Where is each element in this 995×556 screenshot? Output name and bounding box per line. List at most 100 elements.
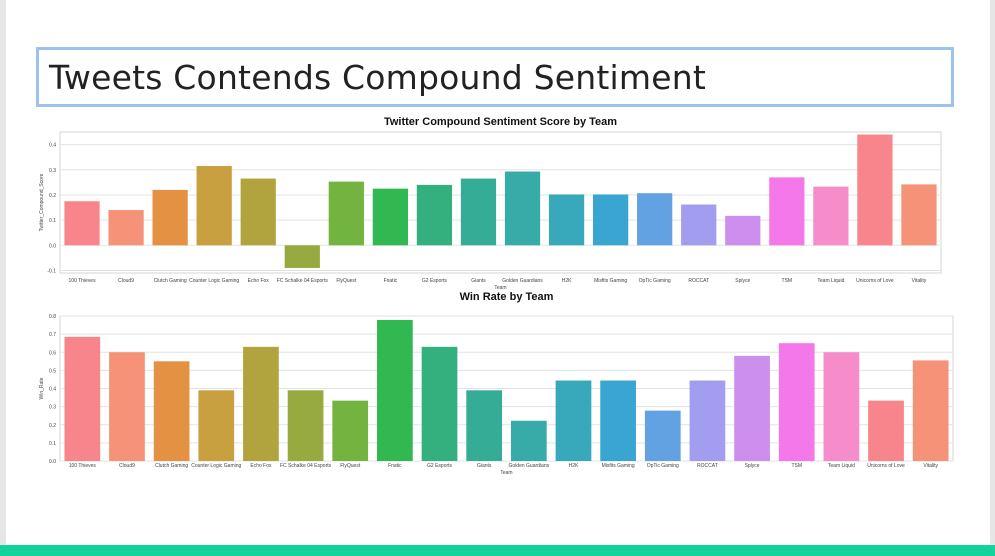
bar-splyce	[725, 215, 761, 246]
x-tick-label: Vitality	[912, 278, 927, 284]
x-tick-label: Golden Guardians	[509, 463, 550, 469]
bar-echo-fox	[240, 178, 276, 246]
y-tick-label: 0.6	[49, 350, 56, 356]
bar-vitality	[901, 184, 937, 246]
bar-unicorns-of-love	[857, 134, 893, 246]
y-tick-label: 0.7	[49, 332, 56, 338]
x-tick-label: TSM	[791, 463, 802, 469]
x-axis-label: Team	[494, 285, 506, 291]
bar-misfits-gaming	[600, 380, 636, 461]
bottom-accent-bar	[0, 545, 995, 556]
y-axis-label: Twitter_Compound_Score	[39, 173, 45, 231]
x-tick-label: 100 Thieves	[69, 463, 97, 469]
bar-golden-guardians	[504, 171, 541, 246]
x-tick-label: Splyce	[735, 278, 750, 284]
y-tick-label: 0.3	[49, 168, 56, 174]
bar-golden-guardians	[510, 420, 547, 461]
bar-tsm	[769, 177, 805, 246]
bar-clutch-gaming	[153, 361, 190, 461]
x-tick-label: FC Schalke 04 Esports	[277, 278, 329, 284]
x-axis-label: Team	[500, 470, 512, 476]
bar-fnatic	[372, 188, 408, 246]
x-tick-label: Echo Fox	[250, 463, 272, 469]
x-tick-label: 100 Thieves	[68, 278, 96, 284]
bar-flyquest	[328, 181, 364, 246]
y-tick-label: 0.4	[49, 143, 56, 149]
x-tick-label: H2K	[569, 463, 579, 469]
bar-counter-logic-gaming	[198, 390, 235, 461]
y-tick-label: 0.4	[49, 387, 56, 393]
bar-fnatic	[377, 319, 413, 461]
y-tick-label: 0.0	[49, 459, 56, 465]
chart-title: Win Rate by Team	[460, 291, 554, 303]
x-tick-label: Cloud9	[119, 463, 135, 469]
x-tick-label: G2 Esports	[427, 463, 453, 469]
x-tick-label: Giants	[471, 278, 486, 284]
x-tick-label: OpTic Gaming	[647, 463, 679, 469]
x-tick-label: TSM	[782, 278, 793, 284]
bar-team-liquid	[823, 352, 860, 461]
y-tick-label: 0.2	[49, 193, 56, 199]
slide-title: Tweets Contends Compound Sentiment	[49, 58, 707, 97]
bar-optic-gaming	[637, 193, 673, 246]
x-tick-label: Vitality	[923, 463, 938, 469]
y-tick-label: 0.1	[49, 441, 56, 447]
bar-echo-fox	[243, 346, 279, 461]
x-tick-label: FlyQuest	[336, 278, 357, 284]
bar-fc-schalke-04-esports	[287, 390, 324, 461]
x-tick-label: OpTic Gaming	[639, 278, 671, 284]
bar-counter-logic-gaming	[196, 165, 232, 246]
bar-vitality	[912, 360, 949, 461]
plot-area	[59, 131, 942, 274]
bar-tsm	[778, 343, 815, 461]
x-tick-label: Counter Logic Gaming	[191, 463, 241, 469]
bar-unicorns-of-love	[868, 400, 904, 461]
x-tick-label: Clutch Gaming	[155, 463, 188, 469]
bar-giants	[460, 178, 497, 246]
bar-100-thieves	[64, 201, 100, 246]
x-tick-label: Misfits Gaming	[602, 463, 635, 469]
x-tick-label: Cloud9	[118, 278, 134, 284]
bar-fc-schalke-04-esports	[284, 245, 320, 268]
y-tick-label: 0.3	[49, 405, 56, 411]
chart-1: -0.1 0.0 0.1 0.2 0.3 0.4 100 Thieves Cloud9 Clut…	[39, 116, 942, 291]
x-tick-label: Fnatic	[388, 463, 402, 469]
y-axis-label: Win_Rate	[39, 377, 45, 399]
bar-giants	[466, 390, 503, 461]
slide: Tweets Contends Compound Sentiment	[6, 0, 990, 556]
x-tick-label: FC Schalke 04 Esports	[280, 463, 332, 469]
x-tick-label: ROCCAT	[688, 278, 709, 284]
bar-g2-esports	[416, 184, 453, 246]
y-tick-label: 0.0	[49, 243, 56, 249]
bar-clutch-gaming	[152, 189, 188, 246]
y-tick-label: 0.2	[49, 423, 56, 429]
x-tick-label: Counter Logic Gaming	[189, 278, 239, 284]
x-tick-label: H2K	[562, 278, 572, 284]
x-tick-label: Unicorns of Love	[867, 463, 905, 469]
x-tick-label: Unicorns of Love	[856, 278, 894, 284]
x-tick-label: G2 Esports	[422, 278, 448, 284]
x-tick-label: Misfits Gaming	[594, 278, 627, 284]
bar-h2k	[548, 194, 585, 246]
x-tick-label: Echo Fox	[248, 278, 270, 284]
x-tick-label: Clutch Gaming	[154, 278, 187, 284]
x-tick-label: Giants	[477, 463, 492, 469]
bar-cloud9	[109, 352, 145, 461]
bar-cloud9	[108, 210, 144, 246]
bar-flyquest	[332, 400, 369, 461]
x-tick-label: Team Liquid	[817, 278, 844, 284]
x-tick-label: Team Liquid	[828, 463, 855, 469]
x-tick-label: ROCCAT	[697, 463, 718, 469]
y-tick-label: -0.1	[47, 268, 56, 274]
bar-roccat	[689, 380, 726, 461]
title-box[interactable]: Tweets Contends Compound Sentiment	[36, 47, 954, 107]
bar-g2-esports	[421, 346, 458, 461]
bar-optic-gaming	[644, 410, 681, 461]
x-tick-label: Fnatic	[384, 278, 398, 284]
chart-2: 0.0 0.1 0.2 0.3 0.4 0.5 0.6 0.7 0.8 100 Thieves Cl…	[39, 291, 954, 476]
x-tick-label: Golden Guardians	[502, 278, 543, 284]
bar-h2k	[555, 380, 592, 461]
chart-title: Twitter Compound Sentiment Score by Team	[384, 116, 617, 128]
bar-roccat	[681, 204, 717, 246]
